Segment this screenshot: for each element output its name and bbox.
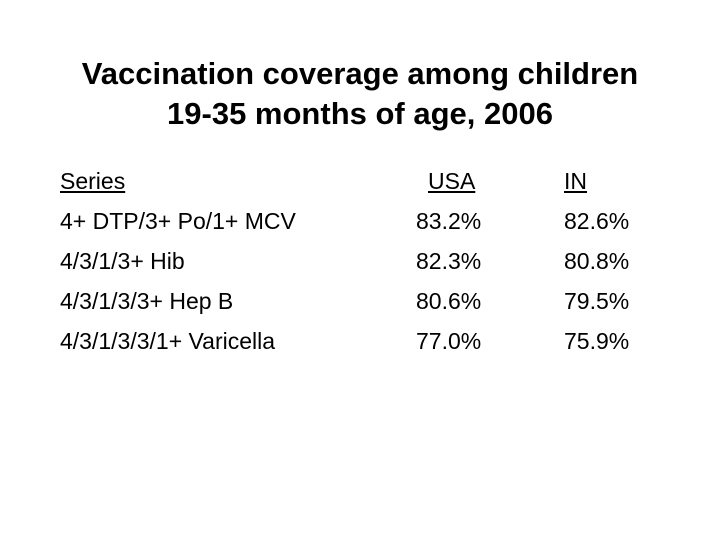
usa-value: 77.0% [416,328,482,354]
coverage-table: Series USA IN 4+ DTP/3+ Po/1+ MCV 83.2% … [60,161,680,361]
in-value: 79.5% [564,288,630,314]
header-series: Series [60,168,126,194]
slide-title: Vaccination coverage among children 19-3… [0,54,720,134]
series-label: 4/3/1/3/3/1+ Varicella [60,328,276,354]
in-value: 82.6% [564,208,630,234]
in-value: 75.9% [564,328,630,354]
series-label: 4+ DTP/3+ Po/1+ MCV [60,208,296,234]
table-row: 4/3/1/3+ Hib 82.3% 80.8% [60,241,680,281]
usa-value: 80.6% [416,288,482,314]
title-line-2: 19-35 months of age, 2006 [167,96,553,131]
series-label: 4/3/1/3+ Hib [60,248,185,274]
usa-value: 83.2% [416,208,482,234]
usa-value: 82.3% [416,248,482,274]
table-row: 4/3/1/3/3+ Hep B 80.6% 79.5% [60,281,680,321]
table-header-row: Series USA IN [60,161,680,201]
series-label: 4/3/1/3/3+ Hep B [60,288,234,314]
title-line-1: Vaccination coverage among children [81,56,639,91]
table-row: 4+ DTP/3+ Po/1+ MCV 83.2% 82.6% [60,201,680,241]
table-row: 4/3/1/3/3/1+ Varicella 77.0% 75.9% [60,321,680,361]
header-usa: USA [428,168,476,194]
header-in: IN [564,168,587,194]
in-value: 80.8% [564,248,630,274]
